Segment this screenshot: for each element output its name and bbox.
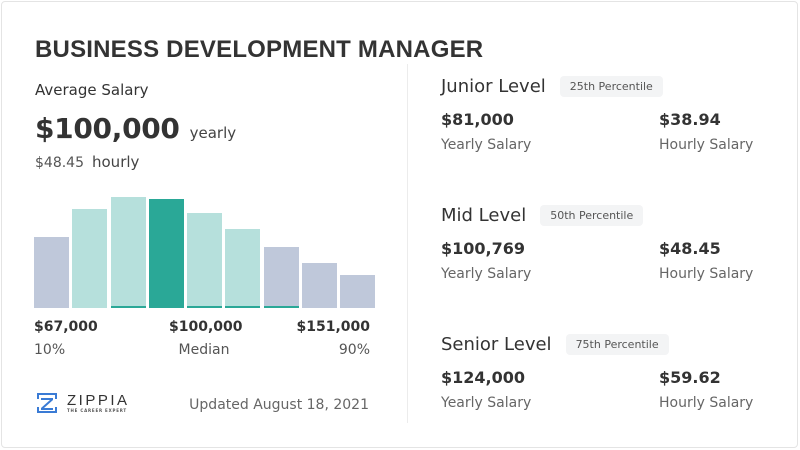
x-label-low-percentile: 10% — [34, 342, 66, 358]
hourly-salary-value: $38.94 — [659, 110, 721, 129]
x-label-high-percentile: 90% — [338, 342, 370, 358]
hourly-salary-label: Hourly Salary — [659, 395, 754, 411]
brand-tagline: THE CAREER EXPERT — [67, 407, 127, 413]
column-divider — [407, 64, 408, 423]
zippia-logo[interactable]: ZIPPIA THE CAREER EXPERT — [36, 392, 130, 414]
x-label-low-value: $67,000 — [34, 319, 98, 335]
hourly-salary-value: $48.45 — [659, 239, 721, 258]
distribution-bar — [187, 213, 222, 308]
distribution-bar — [72, 209, 108, 308]
level-name: Junior Level — [441, 75, 546, 97]
level-mid: Mid Level 50th Percentile $100,769 Yearl… — [441, 203, 761, 299]
yearly-salary-label: Yearly Salary — [441, 395, 532, 411]
level-senior: Senior Level 75th Percentile $124,000 Ye… — [441, 332, 761, 428]
bar-accent-strip — [110, 306, 146, 308]
average-hourly: $48.45 hourly — [35, 153, 139, 171]
average-yearly: $100,000 yearly — [35, 112, 236, 145]
distribution-bar — [301, 263, 337, 308]
bar-accent-strip — [225, 306, 261, 308]
x-label-high-value: $151,000 — [296, 319, 370, 335]
updated-date: Updated August 18, 2021 — [189, 397, 369, 413]
average-hourly-value: $48.45 — [35, 155, 84, 171]
page-title: BUSINESS DEVELOPMENT MANAGER — [35, 36, 484, 63]
distribution-bar — [110, 197, 146, 308]
hourly-salary-label: Hourly Salary — [659, 266, 754, 282]
average-hourly-unit: hourly — [92, 153, 140, 171]
percentile-badge: 75th Percentile — [565, 333, 669, 355]
distribution-bar — [225, 229, 261, 308]
average-salary-label: Average Salary — [35, 81, 149, 99]
average-yearly-value: $100,000 — [35, 112, 180, 145]
yearly-salary-value: $124,000 — [441, 368, 526, 387]
level-junior: Junior Level 25th Percentile $81,000 Yea… — [441, 74, 761, 170]
yearly-salary-label: Yearly Salary — [441, 266, 532, 282]
x-label-median: Median — [178, 342, 230, 358]
percentile-badge: 25th Percentile — [559, 75, 663, 97]
distribution-bar — [340, 275, 375, 308]
yearly-salary-label: Yearly Salary — [441, 137, 532, 153]
distribution-bar — [34, 237, 69, 308]
percentile-badge: 50th Percentile — [540, 204, 644, 226]
level-name: Mid Level — [441, 204, 527, 226]
bar-accent-strip — [187, 306, 222, 308]
x-label-median-value: $100,000 — [169, 319, 243, 335]
yearly-salary-value: $81,000 — [441, 110, 514, 129]
average-yearly-unit: yearly — [189, 124, 237, 142]
yearly-salary-value: $100,769 — [441, 239, 526, 258]
hourly-salary-label: Hourly Salary — [659, 137, 754, 153]
level-name: Senior Level — [441, 333, 552, 355]
distribution-bar — [263, 247, 299, 308]
median-bar — [148, 199, 184, 308]
bar-accent-strip — [263, 306, 299, 308]
zippia-z-icon — [37, 393, 57, 413]
brand-name: ZIPPIA — [67, 391, 130, 409]
hourly-salary-value: $59.62 — [659, 368, 721, 387]
